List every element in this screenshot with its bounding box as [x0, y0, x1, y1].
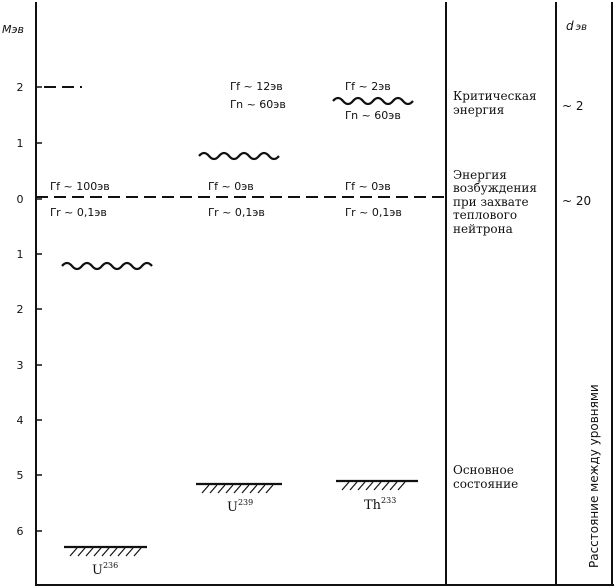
width-annotations: Γf ~ 100эв Γr ~ 0,1эв Γf ~ 12эв Γn ~ 60э… — [50, 80, 402, 219]
th233-fission-width: Γf ~ 2эв — [345, 80, 391, 93]
spacing-header: d эв — [566, 19, 587, 33]
th233-label: Th233 — [364, 496, 396, 513]
u239-fission-width-low: Γf ~ 0эв — [208, 180, 254, 193]
excitation-energy-label: теплового — [453, 208, 517, 222]
u239-radiative-width: Γr ~ 0,1эв — [208, 206, 265, 219]
axis-tick-label: 3 — [17, 359, 24, 372]
ground-state-label: состояние — [453, 477, 518, 491]
excitation-energy-label: возбуждения — [453, 181, 537, 195]
axis-tick-label: 1 — [17, 137, 24, 150]
critical-energy-label: энергия — [453, 103, 504, 117]
u239-neutron-width: Γn ~ 60эв — [230, 98, 286, 111]
th233-fission-width-low: Γf ~ 0эв — [345, 180, 391, 193]
excitation-energy-label: нейтрона — [453, 222, 513, 236]
spacing-critical-value: ~ 2 — [562, 99, 584, 113]
th233-radiative-width: Γr ~ 0,1эв — [345, 206, 402, 219]
axis-ticks — [36, 86, 42, 532]
th233-wavy-level — [332, 96, 414, 106]
axis-tick-label: 4 — [17, 414, 24, 427]
u239-fission-width: Γf ~ 12эв — [230, 80, 283, 93]
u239-ground-state — [196, 482, 282, 494]
axis-tick-label: 6 — [17, 525, 24, 538]
axis-tick-label: 2 — [17, 81, 24, 94]
th233-neutron-width: Γn ~ 60эв — [345, 109, 401, 122]
u236-wavy-level — [61, 261, 153, 271]
spacing-excitation-value: ~ 20 — [562, 194, 591, 208]
u239-label: U239 — [227, 498, 253, 515]
u236-label: U236 — [92, 561, 118, 578]
axis-unit: Мэв — [2, 23, 24, 36]
excitation-energy-label: при захвате — [453, 195, 529, 209]
description-column: Критическая энергия Энергия возбуждения … — [453, 89, 537, 491]
ground-state-label: Основное — [453, 463, 514, 477]
axis-tick-label: 5 — [17, 469, 24, 482]
th233-ground-state — [336, 479, 418, 491]
critical-energy-label: Критическая — [453, 89, 537, 103]
spacing-vertical-caption: Расстояние между уровнями — [587, 384, 601, 568]
u236-radiative-width: Γr ~ 0,1эв — [50, 206, 107, 219]
axis-tick-labels: 2 1 0 1 2 3 4 5 6 — [17, 81, 24, 538]
u236-fission-width: Γf ~ 100эв — [50, 180, 110, 193]
axis-tick-label: 1 — [17, 248, 24, 261]
u239-wavy-level — [198, 151, 280, 161]
u236-ground-state — [64, 545, 147, 557]
axis-tick-label: 0 — [17, 193, 24, 206]
axis-tick-label: 2 — [17, 303, 24, 316]
excitation-energy-label: Энергия — [453, 168, 507, 182]
